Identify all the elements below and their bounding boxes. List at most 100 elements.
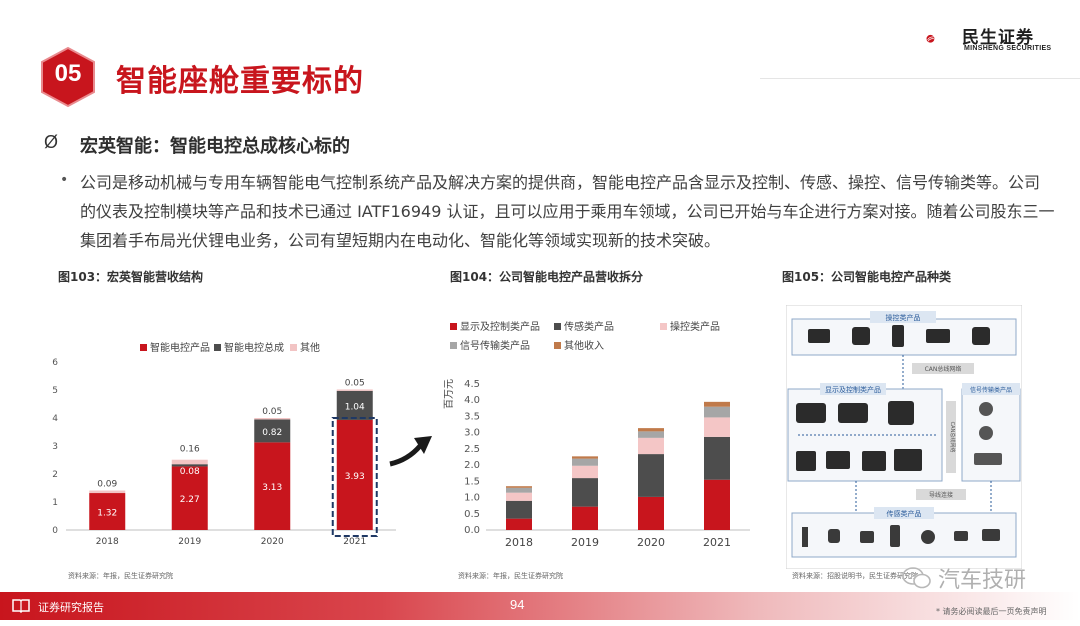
section-hexagon xyxy=(41,46,95,108)
y-tick-label: 5 xyxy=(52,386,58,396)
bar-segment xyxy=(704,436,730,480)
footer-bar xyxy=(0,592,1080,620)
legend-label: 其他收入 xyxy=(564,341,604,352)
x-tick-label: 2020 xyxy=(261,537,284,547)
bar-segment xyxy=(89,490,126,494)
y-tick-label: 0 xyxy=(52,526,58,536)
legend-item: 操控类产品 xyxy=(660,318,720,333)
product-icon xyxy=(808,329,830,343)
x-tick-label: 2021 xyxy=(703,536,731,549)
product-icon xyxy=(852,327,870,345)
arrow-icon xyxy=(389,436,432,467)
legend-item: 信号传输类产品 xyxy=(450,337,530,352)
chart-103-revenue-structure: 0 1 2 3 4 5 6 1.32 0.09 2018 2.27 0.08 0.16 2019 3.13 0… xyxy=(52,358,396,547)
x-tick-label: 2019 xyxy=(178,537,201,547)
product-icon xyxy=(892,325,904,347)
legend-item: 显示及控制类产品 xyxy=(450,318,540,333)
highlight-box xyxy=(331,416,378,537)
body-paragraph: 公司是移动机械与专用车辆智能电气控制系统产品及解决方案的提供商，智能电控产品含显… xyxy=(80,173,1055,250)
x-tick-label: 2021 xyxy=(343,537,366,547)
diagram-side-label: CAN总线网络 xyxy=(949,422,956,453)
bar-segment xyxy=(89,493,126,530)
legend-swatch xyxy=(554,323,561,330)
section-number: 05 xyxy=(54,60,82,87)
disclaimer: * 请务必阅读最后一页免责声明 xyxy=(936,607,1047,616)
bar-segment xyxy=(704,406,730,418)
bar-segment xyxy=(638,496,664,530)
legend-label: 传感类产品 xyxy=(564,322,614,333)
bar-segment xyxy=(506,487,532,493)
y-axis-label: 百万元 xyxy=(443,379,455,409)
data-label: 2.27 xyxy=(180,495,200,505)
y-tick-label: 4.5 xyxy=(464,379,480,390)
legend-item: 其他收入 xyxy=(554,337,604,352)
figure-105-caption: 图105：公司智能电控产品种类 xyxy=(782,270,952,284)
y-tick-label: 2.5 xyxy=(464,444,480,455)
bar-segment xyxy=(254,418,291,420)
figure-103-source: 资料来源：年报，民生证券研究院 xyxy=(68,572,173,580)
figure-105-source: 资料来源：招股说明书，民生证券研究院 xyxy=(792,572,918,580)
y-tick-label: 4 xyxy=(52,414,58,424)
bar-segment xyxy=(336,390,373,420)
data-label: 0.16 xyxy=(180,445,200,455)
y-tick-label: 1.0 xyxy=(464,493,480,504)
data-label: 1.32 xyxy=(97,509,117,519)
bar-segment xyxy=(572,456,598,459)
bar-segment xyxy=(506,492,532,501)
bar-segment xyxy=(638,431,664,438)
y-tick-label: 6 xyxy=(52,358,58,368)
minsheng-logo-icon xyxy=(926,34,935,43)
bar-segment xyxy=(572,458,598,466)
chart-104-product-revenue: 0.0 0.5 1.0 1.5 2.0 2.5 3.0 3.5 4.0 4.5 百万元 2018 201… xyxy=(443,379,750,549)
legend-label: 其他 xyxy=(300,343,320,354)
legend-swatch xyxy=(140,344,147,351)
bullet-dot: • xyxy=(60,172,69,188)
header-divider xyxy=(760,78,1080,79)
diagram-left-group-label: 显示及控制类产品 xyxy=(825,385,881,394)
y-tick-label: 1.5 xyxy=(464,476,480,487)
diagram-right-group-label: 信号传输类产品 xyxy=(970,386,1012,394)
data-label: 0.05 xyxy=(262,407,282,417)
product-types-diagram: 操控类产品 CAN总线网络 显示及控制类产品 CAN总线网络 信号传输类产品 导… xyxy=(786,305,1022,569)
bar-segment xyxy=(254,419,291,443)
product-icon xyxy=(926,329,950,343)
data-label: 0.82 xyxy=(262,428,282,438)
bar-segment xyxy=(638,454,664,497)
y-tick-label: 0.5 xyxy=(464,509,480,520)
bar-segment xyxy=(171,459,208,465)
legend-item: 智能电控总成 xyxy=(214,339,284,354)
legend-item: 其他 xyxy=(290,339,320,354)
bar-segment xyxy=(336,419,373,530)
page-title: 智能座舱重要标的 xyxy=(116,64,364,99)
y-tick-label: 3.5 xyxy=(464,411,480,422)
legend-swatch xyxy=(660,323,667,330)
figure-104-source: 资料来源：年报，民生证券研究院 xyxy=(458,572,563,580)
legend-swatch xyxy=(214,344,221,351)
bar-segment xyxy=(336,389,373,391)
y-tick-label: 3 xyxy=(52,442,58,452)
data-label: 1.04 xyxy=(345,402,365,412)
bullet-title: 宏英智能：智能电控总成核心标的 xyxy=(80,136,350,157)
wechat-watermark-icon xyxy=(902,567,931,589)
footer-label: 证券研究报告 xyxy=(38,601,104,614)
bullet-marker: Ø xyxy=(44,132,59,152)
bar-segment xyxy=(254,442,291,530)
bar-segment xyxy=(171,466,208,530)
legend-item: 智能电控产品 xyxy=(140,339,210,354)
data-label: 0.09 xyxy=(97,480,117,490)
data-label: 3.13 xyxy=(262,483,282,493)
bar-segment xyxy=(704,479,730,530)
watermark-text: 汽车技研 xyxy=(938,568,1027,593)
x-tick-label: 2018 xyxy=(505,536,533,549)
diagram-bus-label: CAN总线网络 xyxy=(925,365,962,373)
y-tick-label: 3.0 xyxy=(464,428,480,439)
logo-text: 民生证券 xyxy=(962,28,1034,48)
legend-swatch xyxy=(554,342,561,349)
legend-label: 智能电控产品 xyxy=(150,343,210,354)
data-label: 3.93 xyxy=(345,472,365,482)
figure-104-caption: 图104：公司智能电控产品营收拆分 xyxy=(450,270,644,284)
y-tick-label: 0.0 xyxy=(464,525,480,536)
bar-segment xyxy=(171,464,208,467)
y-tick-label: 4.0 xyxy=(464,395,480,406)
bar-segment xyxy=(506,500,532,519)
